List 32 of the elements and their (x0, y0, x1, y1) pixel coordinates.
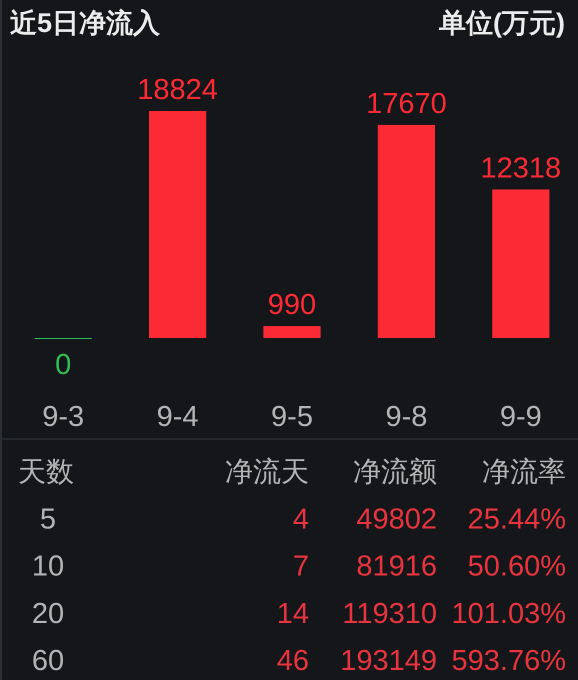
data-label: 14 (276, 598, 309, 630)
text: 净流额 (353, 456, 437, 487)
category-label: 60 (32, 645, 64, 678)
data-label: 593.76% (452, 645, 566, 678)
data-label: 18824 (137, 74, 218, 106)
data-label: 4 (292, 503, 309, 536)
data-label: 50.60% (468, 550, 566, 583)
category-label: 20 (32, 598, 64, 630)
data-label: 46 (276, 645, 309, 678)
chart-title: 近5日净流入 (10, 8, 162, 38)
text: 净流天 (225, 456, 309, 487)
data-label: 101.03% (452, 598, 566, 630)
data-label: 49802 (356, 503, 437, 536)
data-label: 25.44% (468, 503, 566, 536)
data-label: 990 (268, 289, 316, 322)
data-label: 119310 (342, 598, 437, 630)
data-label: 81916 (356, 550, 437, 583)
x-tick-label: 9-9 (500, 401, 542, 433)
data-label: 0 (55, 349, 72, 381)
x-tick-label: 9-4 (156, 401, 199, 433)
x-tick-label: 9-8 (385, 401, 428, 433)
category-label: 5 (40, 503, 56, 536)
data-label: 12318 (480, 152, 562, 184)
data-label: 7 (292, 550, 309, 583)
category-label: 10 (32, 550, 64, 583)
text: 天数 (18, 456, 74, 487)
x-tick-label: 9-3 (42, 401, 84, 433)
data-label: 17670 (366, 88, 447, 120)
data-label: 193149 (340, 645, 437, 678)
text: 单位(万元) (438, 8, 565, 38)
x-tick-label: 9-5 (271, 401, 313, 433)
text: 净流率 (482, 456, 566, 487)
